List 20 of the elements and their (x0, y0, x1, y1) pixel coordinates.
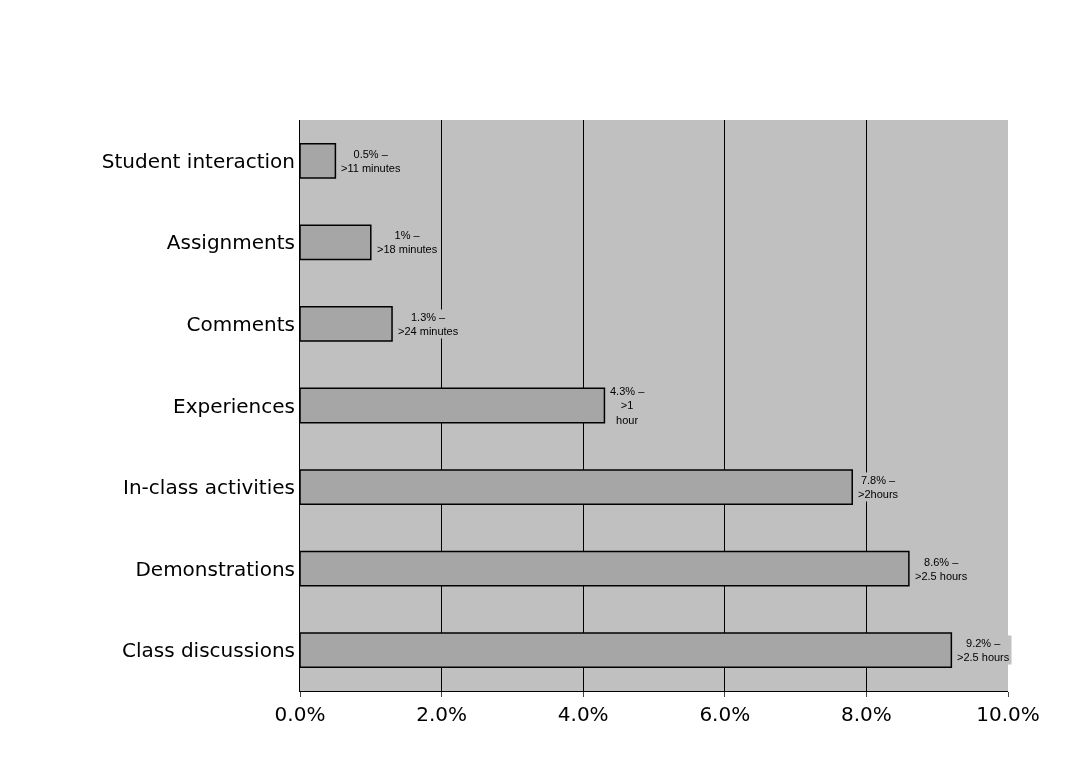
y-tick-label: Comments (186, 311, 295, 336)
y-tick-label: Student interaction (101, 148, 295, 173)
x-tick-label: 8.0% (840, 702, 892, 726)
y-tick-label: Demonstrations (135, 556, 295, 581)
y-tick-label: In-class activities (123, 475, 295, 500)
y-tick-label: Assignments (166, 230, 295, 255)
y-tick-label: Experiences (173, 393, 295, 418)
x-tick-label: 10.0% (976, 702, 1040, 726)
data-label: 1.3% – >24 minutes (398, 311, 459, 338)
data-label: 4.3% – >1 hour (610, 385, 646, 426)
y-tick-label: Class discussions (121, 638, 295, 663)
data-label: 1% – >18 minutes (377, 229, 438, 256)
data-label: 8.6% – >2.5 hours (915, 556, 968, 583)
data-label: 9.2% – >2.5 hours (957, 637, 1010, 664)
x-tick-label: 6.0% (699, 702, 751, 726)
x-tick-label: 0.0% (274, 702, 326, 726)
data-label: 7.8% – >2hours (858, 474, 899, 501)
x-tick-label: 4.0% (557, 702, 609, 726)
x-tick-label: 2.0% (416, 702, 468, 726)
data-label: 0.5% – >11 minutes (341, 148, 401, 175)
